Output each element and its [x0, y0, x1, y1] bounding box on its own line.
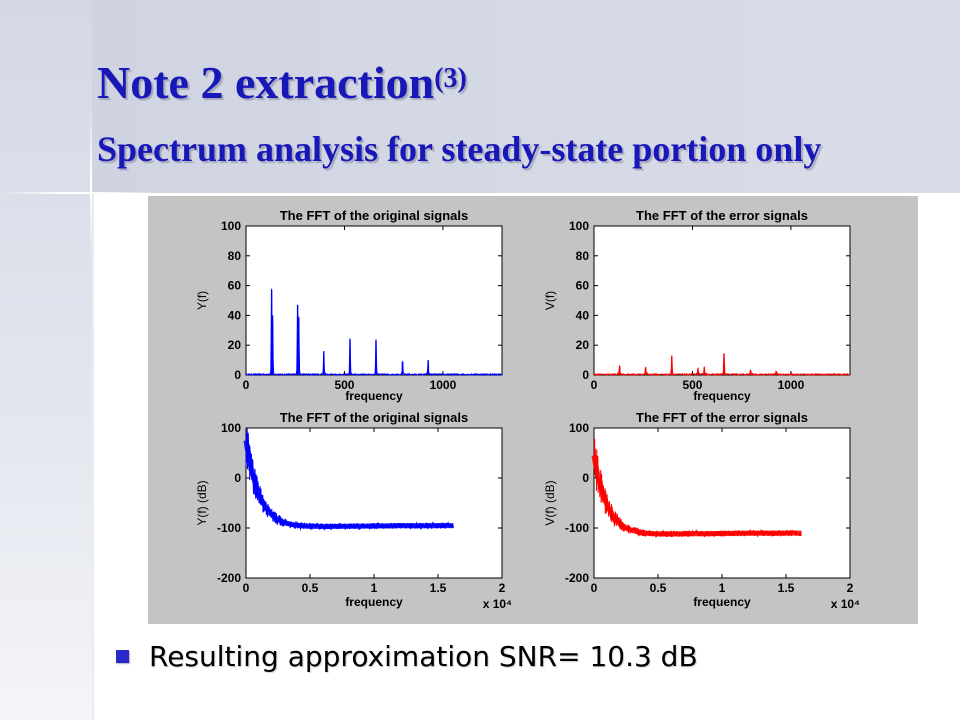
y-tick-label: 60 — [228, 279, 242, 293]
x-tick-label: 1 — [371, 581, 378, 595]
fft-figure: The FFT of the original signals 0 20 40 60 80… — [148, 196, 918, 624]
y-tick-label: 0 — [234, 368, 241, 382]
chart-title-3: The FFT of the original signals — [280, 410, 469, 425]
x-tick-label: 0.5 — [302, 581, 319, 595]
left-divider — [92, 0, 94, 720]
y-tick-label: 80 — [576, 249, 590, 263]
y-tick-label: 100 — [569, 219, 589, 233]
data-series-2 — [593, 353, 851, 377]
y-tick-label: 0 — [582, 471, 589, 485]
x-tick-label: 1.5 — [430, 581, 447, 595]
bullet-item: Resulting approximation SNR= 10.3 dB — [116, 640, 698, 673]
x-tick-label: 0.5 — [650, 581, 667, 595]
x-tick-label: 0 — [591, 378, 598, 392]
x-tick-label: 1 — [719, 581, 726, 595]
y-tick-label: 100 — [221, 219, 241, 233]
slide-title-superscript: (3) — [434, 63, 467, 94]
bullet-text: Resulting approximation SNR= 10.3 dB — [149, 640, 698, 673]
data-series-band-3 — [243, 440, 454, 529]
data-series-1 — [245, 288, 503, 377]
x-tick-label: 1000 — [778, 378, 805, 392]
x-axis-label-4: frequency — [693, 595, 751, 609]
x-tick-label: 1000 — [430, 378, 457, 392]
y-tick-label: 40 — [228, 308, 242, 322]
plot-area-3 — [245, 427, 503, 579]
x-tick-label: 500 — [334, 378, 354, 392]
x-exponent-label-3: x 10⁴ — [483, 597, 512, 611]
y-axis-label-1: Y(f) — [195, 291, 209, 310]
x-axis-label-1: frequency — [345, 389, 403, 403]
x-tick-label: 2 — [499, 581, 506, 595]
slide-title-text: Note 2 extraction — [97, 57, 435, 108]
decorative-cross-vertical — [90, 110, 92, 260]
y-tick-label: 60 — [576, 279, 590, 293]
chart-title-1: The FFT of the original signals — [280, 208, 469, 223]
y-tick-label: 0 — [582, 368, 589, 382]
y-tick-label: 40 — [576, 308, 590, 322]
y-tick-label: 0 — [234, 471, 241, 485]
left-gradient-bar — [0, 0, 92, 720]
y-axis-label-3: Y(f) (dB) — [195, 480, 209, 525]
y-axis-label-2: V(f) — [543, 291, 557, 310]
plot-area-1 — [245, 225, 503, 376]
data-series-band-4 — [591, 455, 802, 537]
x-tick-label: 0 — [243, 581, 250, 595]
bullet-square-icon — [116, 650, 129, 663]
plot-area-2 — [593, 225, 851, 376]
x-tick-label: 1.5 — [778, 581, 795, 595]
y-tick-label: 100 — [569, 421, 589, 435]
plot-area-4 — [593, 427, 851, 579]
y-tick-label: 20 — [228, 338, 242, 352]
x-exponent-label-4: x 10⁴ — [831, 597, 860, 611]
title-band — [92, 0, 960, 193]
y-tick-label: -200 — [565, 571, 589, 585]
x-tick-label: 500 — [682, 378, 702, 392]
y-tick-label: -200 — [217, 571, 241, 585]
decorative-cross-horizontal — [0, 192, 152, 194]
x-tick-label: 0 — [243, 378, 250, 392]
y-tick-label: 20 — [576, 338, 590, 352]
fft-figure-svg: The FFT of the original signals020406080… — [195, 208, 860, 611]
x-axis-label-3: frequency — [345, 595, 403, 609]
y-axis-label-4: V(f) (dB) — [543, 480, 557, 525]
x-axis-label-2: frequency — [693, 389, 751, 403]
y-tick-label: 80 — [228, 249, 242, 263]
x-tick-label: 2 — [847, 581, 854, 595]
chart-title-2: The FFT of the error signals — [636, 208, 808, 223]
slide-title: Note 2 extraction(3) — [97, 58, 467, 108]
x-tick-label: 0 — [591, 581, 598, 595]
chart-title-4: The FFT of the error signals — [636, 410, 808, 425]
slide-subtitle: Spectrum analysis for steady-state porti… — [97, 129, 822, 169]
y-tick-label: -100 — [217, 521, 241, 535]
y-tick-label: 100 — [221, 421, 241, 435]
y-tick-label: -100 — [565, 521, 589, 535]
